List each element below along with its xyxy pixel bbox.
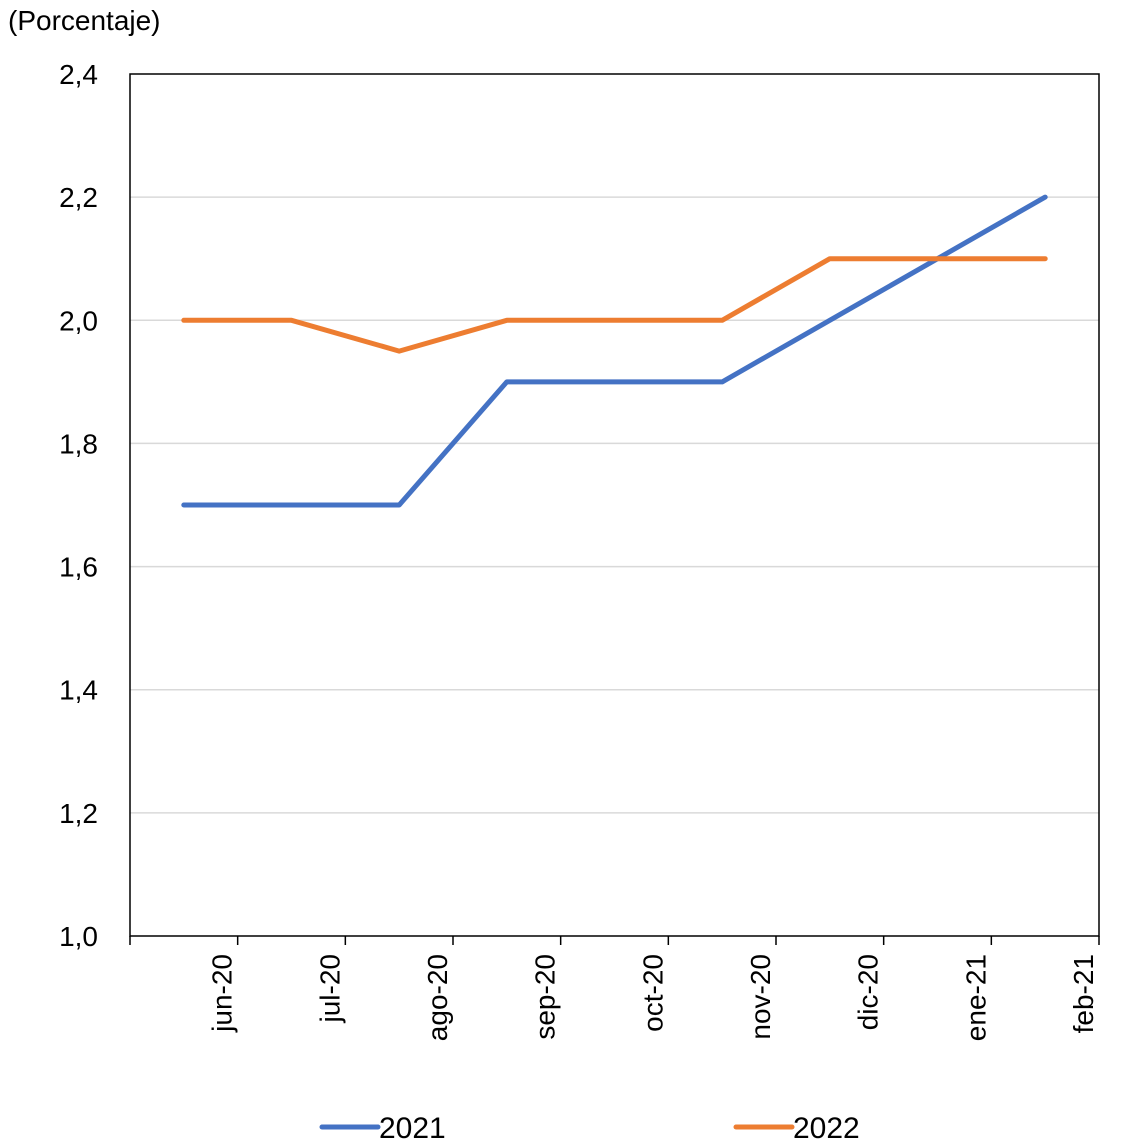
y-tick-label: 2,4: [59, 59, 98, 90]
series-line-2021: [181, 194, 1048, 508]
x-tick-label: oct-20: [637, 954, 668, 1032]
y-unit-label: (Porcentaje): [8, 5, 161, 36]
x-tick-label: sep-20: [530, 954, 561, 1040]
y-axis-ticks: 1,0 1,2 1,4 1,6 1,8 2,0 2,2 2,4: [59, 59, 98, 952]
x-tick-label: dic-20: [853, 954, 884, 1030]
x-tick-label: jun-20: [207, 954, 238, 1033]
y-tick-label: 2,0: [59, 305, 98, 336]
x-tick-label: jul-20: [314, 954, 345, 1023]
x-tick-label: nov-20: [745, 954, 776, 1040]
series-lines: [181, 194, 1048, 508]
series-line-2022: [181, 256, 1048, 354]
legend-label-2021: 2021: [379, 1112, 446, 1144]
y-tick-label: 1,2: [59, 798, 98, 829]
x-tick-label: feb-21: [1068, 954, 1099, 1033]
y-tick-label: 1,6: [59, 552, 98, 583]
y-tick-label: 1,8: [59, 428, 98, 459]
legend-label-2022: 2022: [793, 1112, 860, 1144]
x-tick-label: ene-21: [960, 954, 991, 1041]
y-tick-label: 1,0: [59, 921, 98, 952]
x-axis-ticks: jun-20 jul-20 ago-20 sep-20 oct-20 nov-20 dic-…: [129, 936, 1100, 1041]
y-tick-label: 1,4: [59, 675, 98, 706]
legend: 2021 2022: [319, 1112, 860, 1144]
plot-area-border: [129, 73, 1100, 937]
x-tick-label: ago-20: [422, 954, 453, 1041]
y-tick-label: 2,2: [59, 182, 98, 213]
